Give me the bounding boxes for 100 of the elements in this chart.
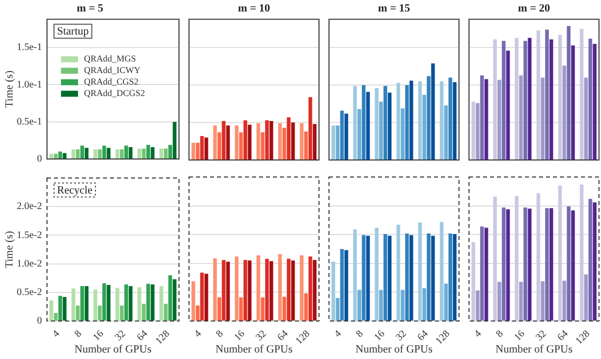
bar [84,148,88,158]
bar [476,103,480,160]
bar [80,146,84,158]
bar [226,126,230,160]
x-axis-title: Number of GPUs [74,343,152,356]
bar [331,262,336,320]
bar [160,148,164,158]
bar [379,290,383,320]
y-tick-label: 1.5e-2 [16,230,42,241]
bar [580,28,584,160]
bar [519,282,523,320]
bar [344,250,348,320]
x-tick-label: 64 [276,328,290,344]
bar [172,122,176,158]
bar [265,258,269,320]
x-tick-label: 16 [372,328,388,344]
bar [444,284,448,320]
bar [545,208,549,320]
bar [312,124,317,160]
y-tick-label: 1.0e-2 [16,258,42,270]
bar [484,79,488,160]
bar [388,92,392,160]
bar [191,281,196,320]
bar [300,255,304,320]
bar [124,284,128,320]
bar [388,236,392,320]
bar [514,38,519,160]
bar [480,75,484,160]
y-tick-label: 1.5e-1 [16,42,42,54]
bar [282,296,286,320]
bar [168,144,172,158]
bar [484,228,488,320]
bar [431,63,435,160]
bar [120,306,124,320]
bar [592,202,597,320]
bar [362,85,366,160]
bar [291,260,295,320]
bar [409,80,414,160]
bar [336,126,340,160]
bar [493,39,497,160]
x-tick-label: 32 [254,328,269,344]
annotation: Startup [57,26,90,38]
bar [217,132,222,160]
bar [98,306,102,320]
bar [566,206,571,320]
bar [278,123,282,160]
bar [357,109,362,160]
bar [426,233,431,320]
bar [528,208,532,320]
bar [150,147,154,158]
bar [243,260,248,320]
bar [116,288,120,320]
bar [164,304,168,320]
bar [128,286,132,320]
bar [308,97,312,160]
bar [116,149,120,158]
x-tick-label: 64 [416,328,430,344]
x-tick-label: 128 [574,328,592,347]
bar [80,286,84,320]
bar [353,86,357,160]
bar [243,120,248,160]
bar [269,121,274,160]
bar [540,78,545,160]
bar [286,258,291,320]
bar [102,146,106,158]
bar [291,122,295,160]
bar [558,34,562,160]
bar [588,198,592,320]
bar [362,235,366,320]
legend-label: QRAdd_ICWY [84,65,141,76]
x-tick-label: 8 [72,328,84,340]
y-axis-title: Time (s) [3,70,16,108]
bar [84,286,88,320]
bar [523,40,528,160]
bar [62,296,66,320]
bar [493,196,497,320]
bar [519,75,523,160]
bar [431,236,435,320]
bar [452,82,457,160]
legend-label: QRAdd_MGS [84,54,136,64]
x-tick-label: 64 [135,328,150,344]
bar [200,136,204,160]
chart-title: m = 15 [378,2,410,14]
bar [353,229,357,320]
bar [168,275,172,320]
bar [204,274,208,320]
bar [444,105,448,160]
legend-label: QRAdd_DCGS2 [84,88,146,98]
bar [260,297,265,320]
bar [497,282,502,320]
bar [160,286,164,320]
legend-label: QRAdd_CGS2 [84,76,139,87]
bar [405,85,409,160]
bar [471,242,476,320]
bar [448,233,452,320]
bar [514,196,519,320]
bar [146,144,150,158]
bar [304,293,308,320]
bar [106,148,110,158]
bar [536,193,540,320]
